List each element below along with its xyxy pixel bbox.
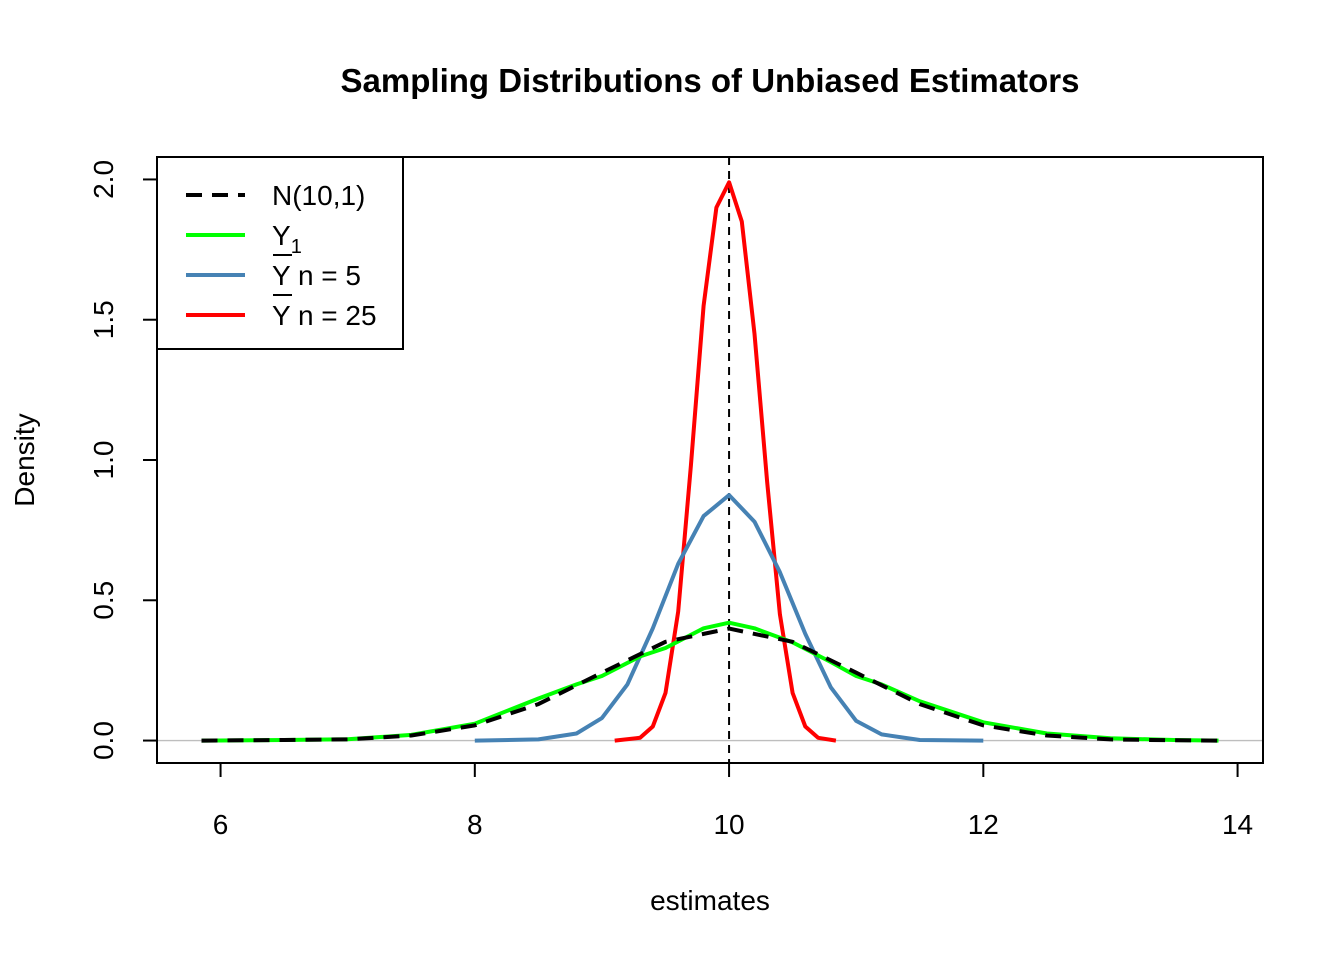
x-tick-label: 8 [467, 809, 483, 840]
y-axis-label: Density [9, 413, 40, 506]
legend-label: Y n = 25 [272, 300, 377, 331]
legend-label: N(10,1) [272, 180, 365, 211]
x-tick-label: 12 [968, 809, 999, 840]
y-tick-label: 1.0 [88, 441, 119, 480]
series-line-1 [201, 620, 1219, 743]
axes: 6 8 10 12 14 0.0 0.5 1.0 1.5 2.0 [88, 156, 1264, 840]
chart-title: Sampling Distributions of Unbiased Estim… [341, 62, 1080, 99]
x-axis-label: estimates [650, 885, 770, 916]
legend-label: Y1 [272, 220, 302, 258]
series-line-3 [614, 180, 837, 743]
legend-label: Y n = 5 [272, 260, 361, 291]
x-tick-label: 10 [713, 809, 744, 840]
x-tick-label: 6 [213, 809, 229, 840]
y-tick-label: 0.0 [88, 721, 119, 760]
y-tick-label: 0.5 [88, 581, 119, 620]
y-tick-label: 1.5 [88, 300, 119, 339]
x-tick-label: 14 [1222, 809, 1253, 840]
y-tick-label: 2.0 [88, 160, 119, 199]
series-line-2 [474, 493, 984, 743]
series-line-0 [201, 626, 1219, 743]
plot-area [157, 157, 1263, 763]
legend: N(10,1) Y1Y n = 5 Y n = 25 [156, 156, 404, 350]
